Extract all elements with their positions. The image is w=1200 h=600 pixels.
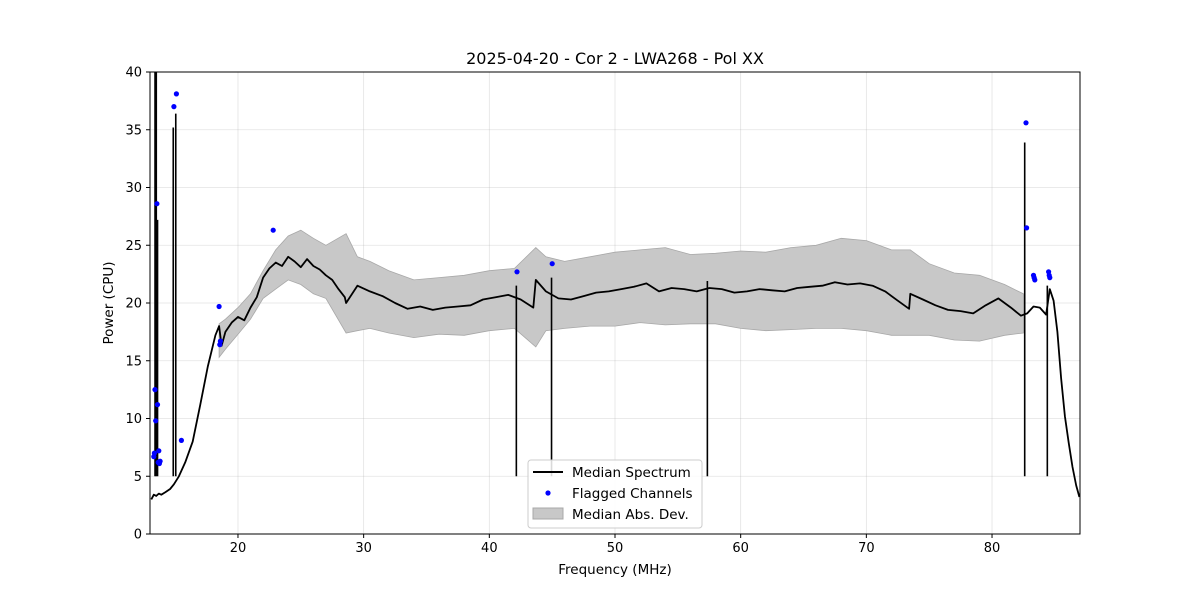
flagged-channel-point [173, 91, 179, 97]
legend-label-median-spectrum: Median Spectrum [572, 465, 691, 481]
flagged-channel-point [270, 227, 276, 233]
legend-dot-swatch [545, 490, 551, 496]
median-spectrum-line [150, 255, 1081, 500]
legend-label-median-abs-dev: Median Abs. Dev. [572, 507, 689, 523]
x-tick-label: 20 [230, 541, 247, 556]
median-spectrum-group [150, 72, 1081, 500]
flagged-channels-group [151, 91, 1053, 467]
flagged-channel-point [217, 338, 223, 344]
y-tick-label: 0 [134, 528, 142, 543]
axis-ticks: 20 30 40 50 60 70 80 0 5 10 15 20 25 30 35 40 [125, 66, 1000, 557]
flagged-channel-point [157, 458, 163, 464]
flagged-channel-point [156, 448, 162, 454]
mad-band [218, 229, 1024, 359]
y-tick-label: 10 [125, 412, 142, 427]
legend-label-flagged-channels: Flagged Channels [572, 486, 693, 502]
flagged-channel-point [1032, 277, 1038, 283]
flagged-channel-point [154, 402, 161, 408]
flagged-channel-point [216, 303, 222, 310]
y-tick-label: 40 [125, 66, 142, 81]
flagged-channel-point [1023, 120, 1029, 126]
flagged-channel-point [151, 450, 157, 456]
flagged-channel-point [171, 104, 177, 110]
y-tick-label: 15 [125, 354, 142, 369]
x-tick-label: 40 [481, 541, 498, 556]
flagged-channel-point [514, 269, 520, 275]
y-tick-label: 5 [134, 470, 142, 485]
flagged-channel-point [153, 418, 159, 424]
chart-title: 2025-04-20 - Cor 2 - LWA268 - Pol XX [466, 49, 764, 68]
flagged-channel-point [178, 437, 184, 443]
x-tick-label: 70 [858, 541, 875, 556]
flagged-channel-point [1024, 225, 1030, 231]
flagged-channel-point [154, 201, 160, 207]
x-tick-label: 50 [607, 541, 624, 556]
y-axis-label: Power (CPU) [101, 261, 117, 344]
x-tick-label: 80 [984, 541, 1001, 556]
legend: Median Spectrum Flagged Channels Median … [527, 459, 703, 529]
y-tick-label: 35 [125, 123, 142, 138]
legend-box [527, 459, 703, 529]
x-tick-label: 60 [732, 541, 749, 556]
x-axis-label: Frequency (MHz) [558, 562, 671, 578]
x-tick-label: 30 [355, 541, 372, 556]
legend-band-swatch [532, 507, 564, 520]
flagged-channel-point [549, 261, 555, 267]
y-tick-label: 30 [125, 181, 142, 196]
mad-band-group [218, 229, 1024, 359]
flagged-channel-point [152, 387, 158, 393]
flagged-channel-point [1047, 275, 1053, 281]
y-tick-label: 20 [125, 297, 142, 312]
y-tick-label: 25 [125, 239, 142, 254]
